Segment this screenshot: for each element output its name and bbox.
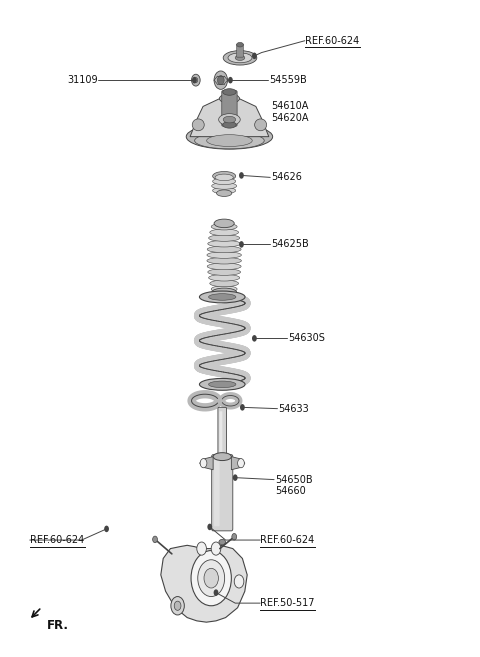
Ellipse shape [209,235,240,241]
Text: 54650B: 54650B [275,474,312,485]
Polygon shape [190,99,269,137]
Circle shape [153,536,157,543]
FancyBboxPatch shape [212,455,233,531]
Ellipse shape [223,89,236,95]
FancyBboxPatch shape [222,91,237,126]
Ellipse shape [212,288,237,297]
Circle shape [239,172,244,179]
Circle shape [211,542,221,555]
Ellipse shape [213,187,236,194]
Polygon shape [231,457,245,470]
Text: 54630S: 54630S [288,333,325,344]
Ellipse shape [254,119,267,131]
Ellipse shape [219,94,240,103]
Text: REF.60-624: REF.60-624 [305,35,359,46]
FancyBboxPatch shape [218,407,227,458]
Circle shape [174,601,181,610]
Circle shape [171,597,184,615]
Text: 54625B: 54625B [271,239,309,250]
Text: 54620A: 54620A [271,113,309,124]
Text: 54633: 54633 [278,403,309,414]
Text: 54660: 54660 [275,486,306,497]
Circle shape [252,335,257,342]
Ellipse shape [213,171,236,181]
FancyBboxPatch shape [237,44,243,57]
Circle shape [104,526,109,532]
Ellipse shape [223,122,236,128]
FancyBboxPatch shape [214,459,220,526]
Circle shape [197,542,206,555]
Text: 54626: 54626 [271,172,302,183]
Ellipse shape [223,116,236,123]
Ellipse shape [213,178,236,185]
Circle shape [234,575,244,588]
Polygon shape [161,545,247,622]
Ellipse shape [216,190,232,196]
Circle shape [198,560,225,597]
Ellipse shape [207,263,241,269]
Ellipse shape [208,381,236,388]
Text: 54559B: 54559B [269,75,307,85]
Ellipse shape [206,135,252,147]
Ellipse shape [214,219,234,228]
Ellipse shape [186,124,273,149]
Circle shape [228,77,233,83]
Ellipse shape [207,252,241,258]
Circle shape [239,241,244,248]
Ellipse shape [200,378,245,390]
Circle shape [217,76,224,85]
Ellipse shape [215,174,233,181]
Circle shape [232,533,237,540]
Ellipse shape [195,133,264,148]
Ellipse shape [200,291,245,303]
Ellipse shape [210,280,239,286]
Circle shape [238,459,244,468]
Circle shape [200,459,207,468]
Circle shape [192,77,197,83]
Ellipse shape [212,183,237,189]
Ellipse shape [218,114,240,125]
Circle shape [207,524,212,530]
FancyBboxPatch shape [219,411,222,454]
Circle shape [214,71,228,89]
Ellipse shape [228,53,252,63]
Text: 54610A: 54610A [271,101,309,112]
Polygon shape [200,457,213,470]
Ellipse shape [192,119,204,131]
Ellipse shape [209,275,240,281]
Text: FR.: FR. [47,619,69,632]
Circle shape [252,53,257,59]
Circle shape [191,551,231,606]
Text: 31109: 31109 [67,75,98,85]
Ellipse shape [210,229,239,236]
Ellipse shape [208,240,240,247]
Ellipse shape [219,539,226,545]
Text: REF.60-624: REF.60-624 [260,535,314,545]
Text: REF.50-517: REF.50-517 [260,598,315,608]
Circle shape [204,568,218,588]
Ellipse shape [211,223,237,230]
Circle shape [233,474,238,481]
Circle shape [214,589,218,596]
Ellipse shape [208,269,240,275]
Text: REF.60-624: REF.60-624 [30,535,84,545]
Ellipse shape [223,51,257,65]
Ellipse shape [207,258,241,264]
Circle shape [240,404,245,411]
Ellipse shape [213,453,231,461]
Circle shape [194,78,198,83]
Ellipse shape [207,246,241,253]
Ellipse shape [211,286,237,292]
Ellipse shape [208,294,236,300]
Ellipse shape [235,55,245,60]
Ellipse shape [237,42,243,47]
Circle shape [192,74,200,86]
